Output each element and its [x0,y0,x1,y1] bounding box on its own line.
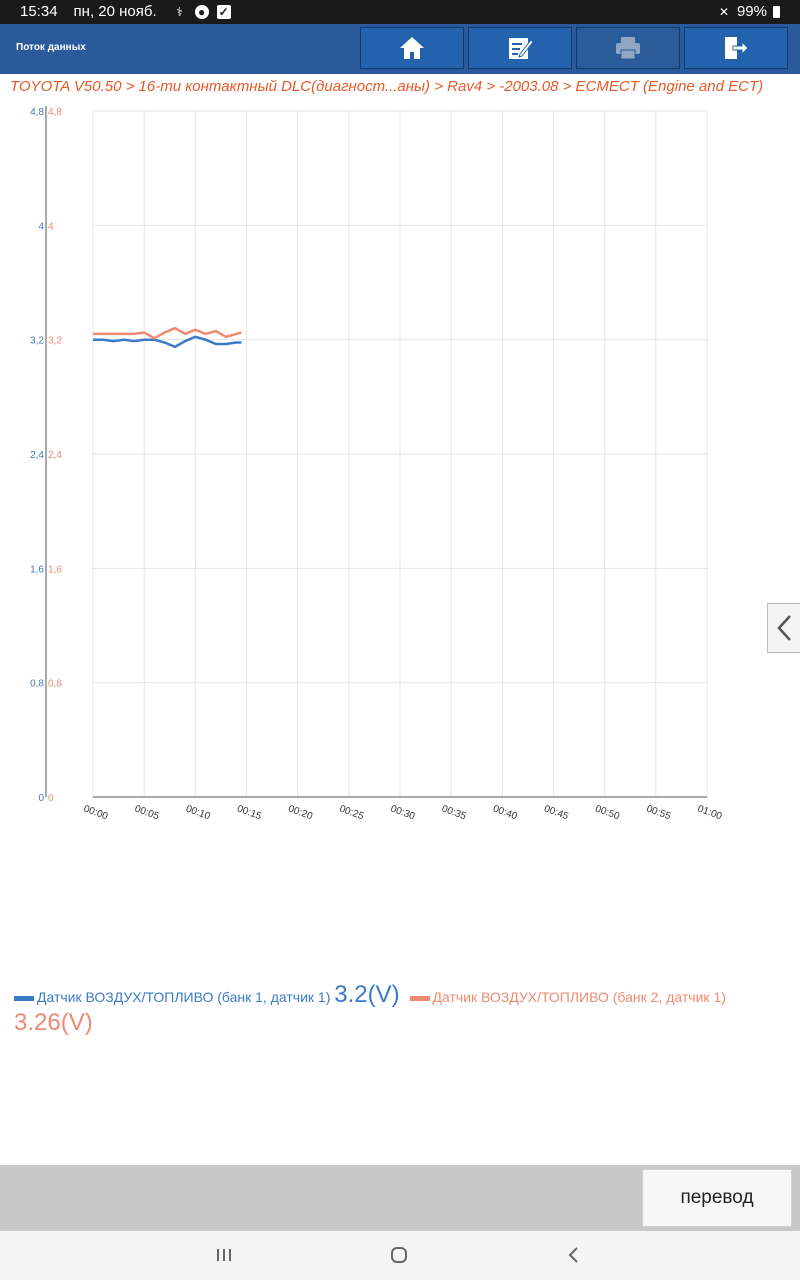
status-bar: 15:34 пн, 20 нояб. ⚕ ● ✓ ✕ 99% [0,0,800,24]
data-stream-chart: 0 0 0,8 0,8 1,6 1,6 2,4 2,4 3,2 3,2 4 4 4,8 4,8 00:00 0… [30,106,724,823]
y-tick-label-right: 4 [48,221,54,232]
y-tick-label-left: 3,2 [30,336,44,347]
x-tick-label: 00:35 [440,803,468,822]
x-tick-label: 00:10 [184,803,212,822]
mute-icon: ✕ [718,4,729,19]
home-icon [400,37,424,59]
legend-swatch-bank2 [409,995,430,1001]
legend-entry-bank2: Датчик ВОЗДУХ/ТОПЛИВО (банк 2, датчик 1)… [14,989,726,1036]
y-tick-label-left: 0 [38,793,44,804]
exit-icon [725,37,749,59]
bottom-action-bar: перевод [0,1165,800,1231]
translate-button[interactable]: перевод [642,1169,792,1227]
battery-percent: 99% [736,3,767,20]
y-tick-label-left: 4 [38,221,44,232]
system-nav-bar [0,1231,800,1280]
home-button[interactable] [360,27,464,69]
recent-apps-button[interactable] [212,1243,236,1267]
x-tick-label: 00:45 [542,803,570,822]
y-tick-label-left: 0,8 [30,679,44,690]
account-icon: ● [194,4,209,19]
y-tick-label-left: 1,6 [30,564,44,575]
legend-value-bank2: 3.26(V) [14,1009,93,1036]
x-tick-label: 01:00 [696,803,724,822]
legend-label-bank1: Датчик ВОЗДУХ/ТОПЛИВО (банк 1, датчик 1) [37,989,331,1005]
home-nav-button[interactable] [387,1243,411,1267]
y-tick-label-right: 0,8 [48,679,62,690]
y-tick-label-right: 1,6 [48,564,62,575]
x-tick-label: 00:15 [235,803,263,822]
status-date: пн, 20 нояб. [73,3,157,20]
y-tick-label-right: 2,4 [48,450,62,461]
print-icon [616,37,640,60]
y-tick-label-right: 4,8 [48,107,62,118]
x-tick-label: 00:00 [82,803,110,822]
x-tick-label: 00:30 [389,803,417,822]
x-tick-label: 00:40 [491,803,519,822]
x-tick-label: 00:05 [133,803,161,822]
back-nav-button[interactable] [562,1243,586,1267]
home-nav-icon [391,1247,407,1263]
side-panel-toggle[interactable] [767,603,800,653]
y-tick-label-right: 0 [48,793,54,804]
page-title: Поток данных [16,42,86,53]
checkbox-icon: ✓ [216,4,231,19]
legend-entry-bank1: Датчик ВОЗДУХ/ТОПЛИВО (банк 1, датчик 1)… [14,982,404,1008]
exit-button[interactable] [684,27,788,69]
status-time: 15:34 [20,3,58,20]
chart-legend: Датчик ВОЗДУХ/ТОПЛИВО (банк 1, датчик 1)… [14,982,786,1038]
x-tick-label: 00:25 [338,803,366,822]
recent-apps-icon [217,1249,231,1261]
edit-report-icon [509,38,534,59]
legend-swatch-bank1 [14,995,34,1001]
stethoscope-icon: ⚕ [176,4,183,19]
x-tick-label: 00:55 [645,803,673,822]
series-line-1 [93,335,242,349]
chevron-left-icon [776,615,791,641]
y-tick-label-left: 2,4 [30,450,44,461]
x-tick-label: 00:50 [594,803,622,822]
back-nav-icon [568,1247,578,1263]
series-line-2 [93,326,242,340]
battery-icon [773,5,780,18]
edit-report-button[interactable] [468,27,572,69]
breadcrumb: TOYOTA V50.50 > 16-ти контактный DLC(диа… [10,78,764,95]
app-toolbar: Поток данных [0,24,800,74]
x-tick-label: 00:20 [287,803,315,822]
legend-value-bank1: 3.2(V) [334,981,400,1008]
print-button[interactable] [576,27,680,69]
y-tick-label-right: 3,2 [48,336,62,347]
legend-label-bank2: Датчик ВОЗДУХ/ТОПЛИВО (банк 2, датчик 1) [432,989,726,1005]
y-tick-label-left: 4,8 [30,107,44,118]
